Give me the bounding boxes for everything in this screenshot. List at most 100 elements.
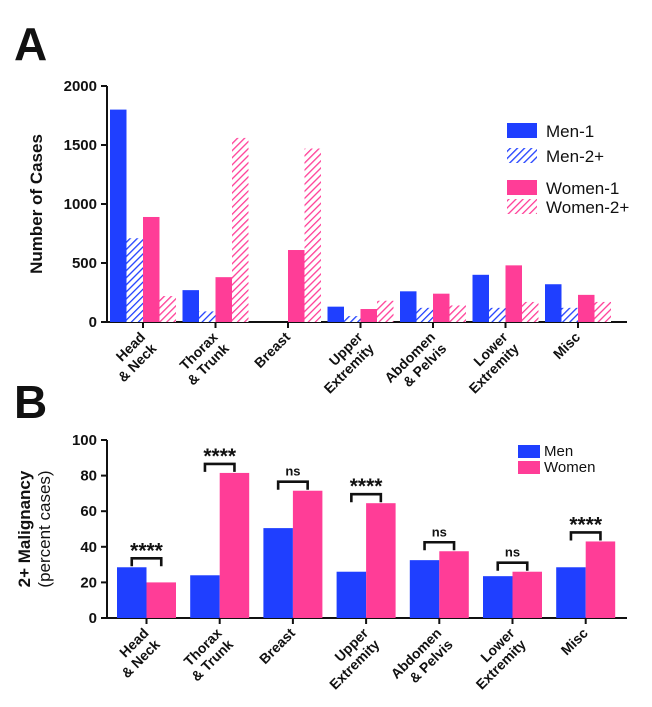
b-bar-women-upper-extremity bbox=[366, 503, 396, 618]
a-y-tick-label: 0 bbox=[89, 314, 97, 331]
b-legend-label-women: Women bbox=[544, 459, 595, 476]
panel-a-letter: A bbox=[14, 18, 47, 70]
b-significance-bracket bbox=[496, 561, 529, 571]
b-significance-label: ns bbox=[505, 545, 520, 560]
chart-b: 0 20 40 60 80 100 **** Head& Neck **** Thorax& Tr… bbox=[15, 432, 627, 693]
a-bar-men-1-abdomen-pelvis bbox=[400, 291, 417, 322]
a-bar-women-2-upper-extremity bbox=[377, 300, 394, 322]
b-legend-swatch-women bbox=[518, 461, 540, 474]
a-legend-label-women-1: Women-1 bbox=[546, 179, 619, 198]
a-bar-men-1-thorax-trunk bbox=[182, 290, 199, 322]
a-legend-swatch-men-2 bbox=[507, 148, 537, 163]
b-bar-women-thorax-trunk bbox=[219, 472, 250, 618]
a-bar-women-1-upper-extremity bbox=[360, 309, 377, 322]
b-significance-bracket bbox=[203, 462, 236, 472]
b-significance-bracket bbox=[350, 492, 383, 503]
a-bar-men-2-upper-extremity bbox=[344, 316, 361, 322]
b-significance-label: ns bbox=[432, 524, 447, 539]
b-y-axis-label-line: (percent cases) bbox=[35, 470, 54, 587]
b-significance-bracket bbox=[130, 556, 163, 567]
b-significance-bracket bbox=[569, 531, 602, 541]
a-y-tick-label: 1000 bbox=[64, 196, 97, 213]
a-y-tick-label: 1500 bbox=[64, 137, 97, 154]
b-y-axis-label-line: 2+ Malignancy bbox=[15, 470, 34, 587]
b-category-label: Misc bbox=[557, 625, 590, 658]
a-category-label: Thorax& Trunk bbox=[172, 329, 232, 389]
a-bar-men-1-misc bbox=[545, 284, 562, 322]
b-category-label: UpperExtremity bbox=[315, 624, 383, 692]
a-bar-women-1-lower-extremity bbox=[505, 265, 522, 322]
a-bar-women-1-thorax-trunk bbox=[215, 277, 232, 322]
b-bar-men-upper-extremity bbox=[336, 571, 367, 618]
b-y-axis-label: 2+ Malignancy(percent cases) bbox=[15, 470, 54, 587]
a-legend-swatch-women-2 bbox=[507, 199, 537, 214]
a-bar-women-1-head-neck bbox=[143, 216, 160, 322]
a-legend-label-men-1: Men-1 bbox=[546, 122, 594, 141]
b-category-label-line: Misc bbox=[557, 625, 590, 658]
a-bar-men-2-abdomen-pelvis bbox=[416, 307, 433, 322]
chart-a: 0 500 1000 1500 2000 Head& Neck Thorax& Trunk B… bbox=[27, 78, 629, 397]
b-significance-label: **** bbox=[350, 475, 384, 498]
a-bar-women-2-misc bbox=[594, 301, 611, 322]
a-category-label: Breast bbox=[251, 329, 293, 371]
a-bar-men-2-misc bbox=[561, 307, 578, 322]
b-bar-women-breast bbox=[292, 490, 323, 618]
a-category-label: UpperExtremity bbox=[309, 328, 377, 396]
b-significance-label: **** bbox=[130, 539, 164, 562]
a-bar-men-1-upper-extremity bbox=[327, 306, 344, 322]
a-bar-women-2-abdomen-pelvis bbox=[449, 305, 466, 322]
b-bar-men-thorax-trunk bbox=[190, 575, 220, 618]
panel-b-letter: B bbox=[14, 376, 47, 428]
b-category-label: Abdomen& Pelvis bbox=[387, 625, 455, 693]
a-bar-women-2-lower-extremity bbox=[522, 301, 539, 322]
b-bar-women-misc bbox=[585, 541, 616, 618]
a-legend-label-men-2: Men-2+ bbox=[546, 147, 604, 166]
a-category-label-line: Misc bbox=[550, 329, 583, 362]
b-y-tick-label: 80 bbox=[80, 468, 97, 485]
b-category-label: Thorax& Trunk bbox=[177, 625, 237, 685]
a-y-tick-label: 2000 bbox=[64, 78, 97, 95]
a-category-label: Misc bbox=[550, 329, 583, 362]
a-y-tick-label: 500 bbox=[72, 255, 97, 272]
b-y-tick-label: 100 bbox=[72, 432, 97, 449]
b-category-label-line: Breast bbox=[256, 625, 298, 667]
a-bar-men-1-lower-extremity bbox=[472, 274, 489, 322]
b-bar-men-head-neck bbox=[117, 567, 147, 618]
a-bar-women-2-breast bbox=[304, 148, 321, 322]
b-category-label: LowerExtremity bbox=[461, 624, 529, 692]
b-y-tick-label: 60 bbox=[80, 503, 97, 520]
a-category-label-line: Breast bbox=[251, 329, 293, 371]
b-category-label: Breast bbox=[256, 625, 298, 667]
b-bar-men-abdomen-pelvis bbox=[409, 560, 440, 618]
b-significance-bracket bbox=[276, 480, 309, 490]
b-bar-women-head-neck bbox=[146, 582, 176, 618]
b-significance-label: **** bbox=[569, 513, 603, 536]
b-bar-men-breast bbox=[263, 528, 293, 618]
b-bar-men-lower-extremity bbox=[483, 576, 513, 618]
a-bar-women-1-misc bbox=[578, 294, 595, 322]
a-bar-men-1-head-neck bbox=[110, 109, 127, 322]
b-legend-label-men: Men bbox=[544, 443, 573, 460]
a-bar-men-2-head-neck bbox=[126, 238, 143, 322]
b-y-tick-label: 40 bbox=[80, 539, 97, 556]
b-category-label: Head& Neck bbox=[107, 625, 163, 681]
b-legend-swatch-men bbox=[518, 445, 540, 458]
a-bar-men-2-lower-extremity bbox=[489, 307, 506, 322]
a-category-label: Head& Neck bbox=[103, 329, 159, 385]
a-legend-swatch-men-1 bbox=[507, 123, 537, 138]
a-legend-label-women-2: Women-2+ bbox=[546, 198, 629, 217]
a-category-label: Abdomen& Pelvis bbox=[381, 329, 449, 397]
a-bar-men-2-thorax-trunk bbox=[199, 311, 216, 322]
b-y-tick-label: 20 bbox=[80, 574, 97, 591]
b-y-tick-label: 0 bbox=[89, 610, 97, 627]
b-significance-label: ns bbox=[285, 464, 300, 479]
b-bar-women-abdomen-pelvis bbox=[439, 551, 469, 618]
b-bar-women-lower-extremity bbox=[512, 571, 542, 618]
a-bar-women-1-abdomen-pelvis bbox=[433, 293, 450, 322]
b-significance-bracket bbox=[423, 540, 456, 551]
a-category-label: LowerExtremity bbox=[454, 328, 522, 396]
a-y-axis-label: Number of Cases bbox=[27, 134, 46, 274]
b-bar-men-misc bbox=[556, 567, 586, 618]
a-legend-swatch-women-1 bbox=[507, 180, 537, 195]
